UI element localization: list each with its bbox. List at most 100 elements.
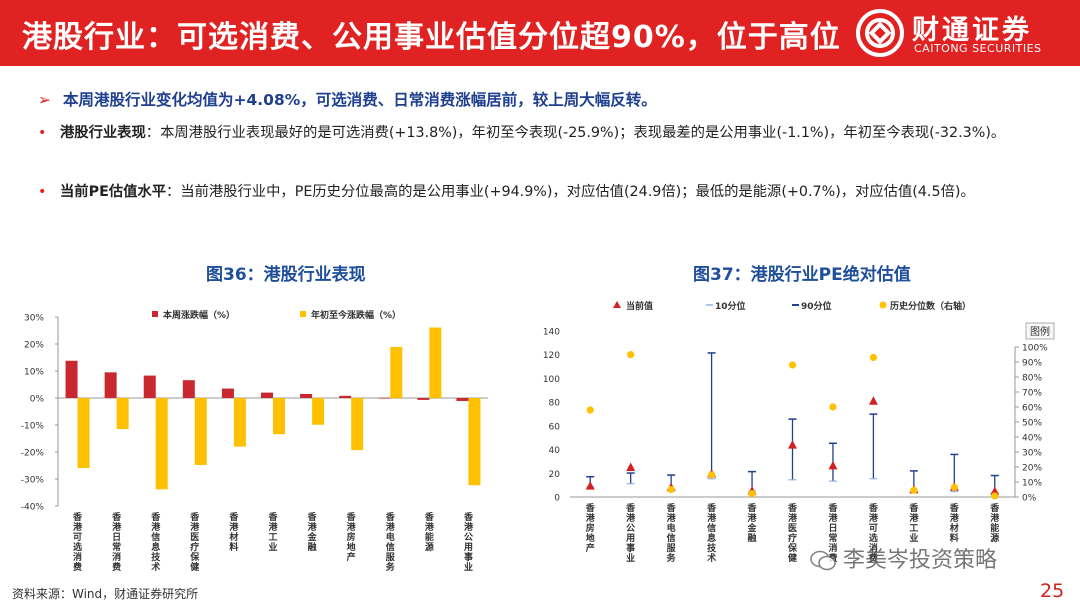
tick-label-char: 香 — [424, 511, 435, 523]
tick-label-char: 事 — [626, 542, 635, 554]
tick-label-char: 地 — [347, 541, 356, 553]
tick-label-char: 香 — [307, 511, 318, 523]
header-bar: 港股行业：可选消费、公用事业估值分位超90%，位于高位 财通证券 CAITONG… — [0, 0, 1080, 66]
y-tick-label: 30% — [24, 314, 44, 324]
chart37-legend: 当前值 10分位 90分位 历史分位数（右轴） — [613, 300, 971, 312]
percentile-dot — [869, 353, 878, 362]
bar-ytd — [77, 398, 90, 468]
tick-label-char: 房 — [347, 531, 356, 543]
y-left-tick-label: 0 — [554, 494, 560, 504]
percentile-dot — [627, 351, 635, 359]
tick-label-char: 香 — [787, 502, 798, 514]
summary-text: 本周港股行业变化均值为+4.08%，可选消费、日常消费涨幅居前，较上周大幅反转。 — [63, 91, 657, 109]
arrow-bullet-icon: ➢ — [38, 91, 51, 109]
tick-label-char: 香 — [625, 502, 636, 514]
tick-label-char: 信 — [386, 541, 395, 553]
y-left-tick-label: 60 — [549, 422, 561, 432]
tick-label-char: 日 — [828, 523, 837, 534]
bullet-label: 港股行业表现 — [60, 125, 146, 141]
tick-label-char: 融 — [748, 532, 757, 544]
current-value-marker — [585, 481, 595, 490]
y-right-tick-label: 100% — [1022, 344, 1048, 354]
tick-label-char: 港 — [112, 521, 122, 533]
bullet-pe-valuation: • 当前PE估值水平：当前港股行业中，PE历史分位最高的是公用事业(+94.9%… — [38, 181, 1048, 205]
bullet-industry-performance: • 港股行业表现：本周港股行业表现最好的是可选消费(+13.8%)，年初至今表现… — [38, 122, 1048, 168]
y-right-tick-label: 10% — [1022, 479, 1042, 489]
percentile-dot — [748, 489, 756, 498]
tick-label-char: 常 — [112, 541, 121, 553]
percentile-dot — [788, 361, 797, 369]
tick-label-char: 料 — [229, 541, 238, 553]
tick-label-char: 港 — [748, 512, 758, 524]
tick-label-char: 港 — [828, 512, 838, 524]
tick-label-char: 港 — [707, 512, 717, 524]
tick-label-char: 香 — [346, 511, 357, 523]
percentile-dot — [707, 471, 716, 479]
tick-label-char: 香 — [111, 511, 122, 523]
tick-label-char: 选 — [73, 541, 82, 553]
legend-badge-box — [1025, 322, 1055, 340]
tick-label-char: 香 — [150, 511, 161, 523]
tick-label-char: 金 — [747, 522, 758, 534]
bullet-label: 当前PE估值水平 — [60, 184, 167, 200]
bar-ytd — [273, 398, 285, 435]
y-right-tick-label: 50% — [1022, 419, 1042, 429]
tick-label-char: 港 — [308, 521, 318, 533]
tick-label-char: 港 — [73, 521, 83, 533]
tick-label-char: 产 — [347, 551, 356, 563]
bullet-text: ：本周港股行业表现最好的是可选消费(+13.8%)，年初至今表现(-25.9%)… — [145, 125, 1006, 141]
bar-weekly — [339, 395, 352, 398]
tick-label-char: 房 — [586, 522, 595, 534]
tick-label-char: 工 — [268, 532, 277, 543]
tick-label-char: 术 — [150, 561, 160, 573]
bar-weekly — [417, 398, 430, 400]
chart37-title: 图37：港股行业PE绝对估值 — [693, 265, 911, 285]
chart36-title: 图36：港股行业表现 — [206, 265, 366, 285]
y-tick-label: 20% — [24, 341, 44, 351]
y-left-tick-label: 100 — [543, 375, 560, 385]
legend-badge-text: 图例 — [1030, 325, 1050, 338]
tick-label-char: 消 — [828, 542, 837, 554]
y-right-tick-label: 30% — [1022, 449, 1042, 459]
percentile-dot — [991, 492, 999, 500]
tick-label-char: 常 — [828, 532, 837, 544]
tick-label-char: 香 — [908, 502, 919, 514]
tick-label-char: 息 — [151, 541, 160, 553]
tick-label-char: 费 — [73, 561, 82, 573]
bullet-dot-icon: • — [38, 184, 47, 200]
bar-weekly — [300, 393, 313, 398]
tick-label-char: 香 — [868, 502, 879, 514]
tick-label-char: 信 — [707, 522, 716, 534]
tick-label-char: 务 — [386, 561, 396, 573]
tick-label-char: 疗 — [788, 532, 797, 544]
legend-badge: 图例 — [1025, 322, 1055, 340]
bar-ytd — [351, 398, 364, 451]
source-note: 资料来源：Wind，财通证券研究所 — [12, 587, 199, 601]
tick-label-char: 能 — [425, 531, 434, 543]
tick-label-char: 健 — [788, 552, 797, 564]
legend-label-current: 当前值 — [626, 300, 653, 312]
tick-label-char: 日 — [112, 532, 121, 543]
tick-label-char: 港 — [626, 512, 636, 524]
tick-label-char: 工 — [909, 523, 918, 534]
tick-label-char: 港 — [190, 521, 200, 533]
y-tick-label: 10% — [24, 368, 44, 378]
y-right-tick-label: 40% — [1022, 434, 1042, 444]
legend-label-percentile: 历史分位数（右轴） — [890, 300, 971, 312]
summary-line: ➢ 本周港股行业变化均值为+4.08%，可选消费、日常消费涨幅居前，较上周大幅反转… — [38, 88, 657, 110]
tick-label-char: 地 — [586, 532, 595, 544]
tick-label-char: 源 — [990, 532, 999, 544]
legend-label-weekly: 本周涨跌幅（%） — [163, 309, 235, 321]
legend-label-p10: 10分位 — [715, 300, 746, 312]
bar-weekly — [104, 372, 117, 398]
y-right-tick-label: 0% — [1022, 494, 1037, 504]
y-right-tick-label: 90% — [1022, 359, 1042, 369]
tick-label-char: 料 — [950, 532, 959, 544]
